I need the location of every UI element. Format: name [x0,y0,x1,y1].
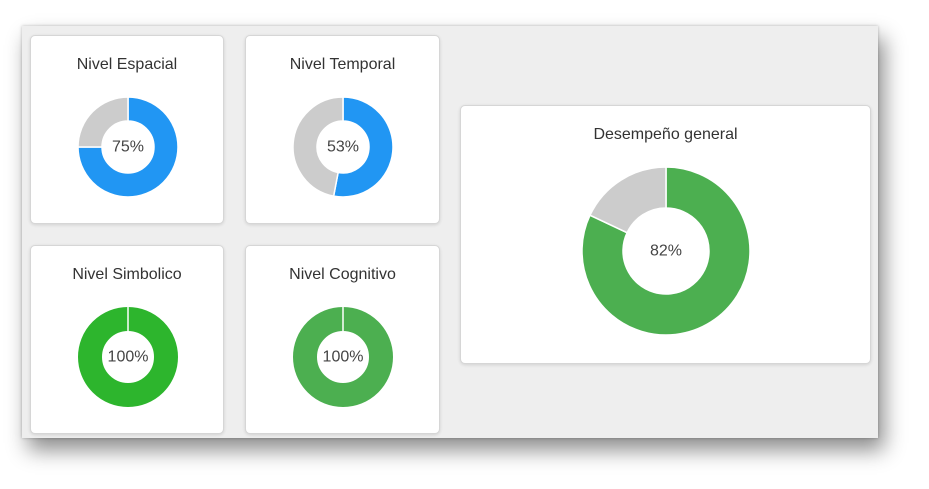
card-title: Desempeño general [593,126,738,143]
card-nivel-cognitivo: Nivel Cognitivo 100% [245,245,440,434]
donut-percent-label: 100% [323,349,364,366]
donut-value-slice [77,96,179,198]
card-desempeno-general: Desempeño general 82% [460,105,871,364]
donut-percent-label: 53% [327,139,359,156]
card-nivel-temporal: Nivel Temporal 53% [245,35,440,224]
donut-remainder-slice [292,96,344,197]
donut-remainder-slice [588,166,667,234]
donut-chart-temporal: 53% [292,96,394,198]
card-title: Nivel Cognitivo [289,266,396,283]
donut-chart-espacial: 75% [77,96,179,198]
donut-remainder-slice [77,96,129,148]
card-title: Nivel Temporal [289,56,396,73]
donut-percent-label: 100% [108,349,149,366]
card-title: Nivel Simbolico [72,266,182,283]
donut-value-slice [332,96,394,198]
card-title: Nivel Espacial [76,56,178,73]
donut-value-slice [581,166,751,336]
donut-chart-general: 82% [581,166,751,336]
donut-chart-cognitivo: 100% [293,307,393,407]
dashboard-panel: Nivel Espacial 75% Nivel Temporal 53% Ni… [22,26,878,438]
donut-percent-label: 75% [112,139,144,156]
card-nivel-simbolico: Nivel Simbolico 100% [30,245,224,434]
donut-chart-simbolico: 100% [78,307,178,407]
donut-percent-label: 82% [650,243,682,260]
card-nivel-espacial: Nivel Espacial 75% [30,35,224,224]
